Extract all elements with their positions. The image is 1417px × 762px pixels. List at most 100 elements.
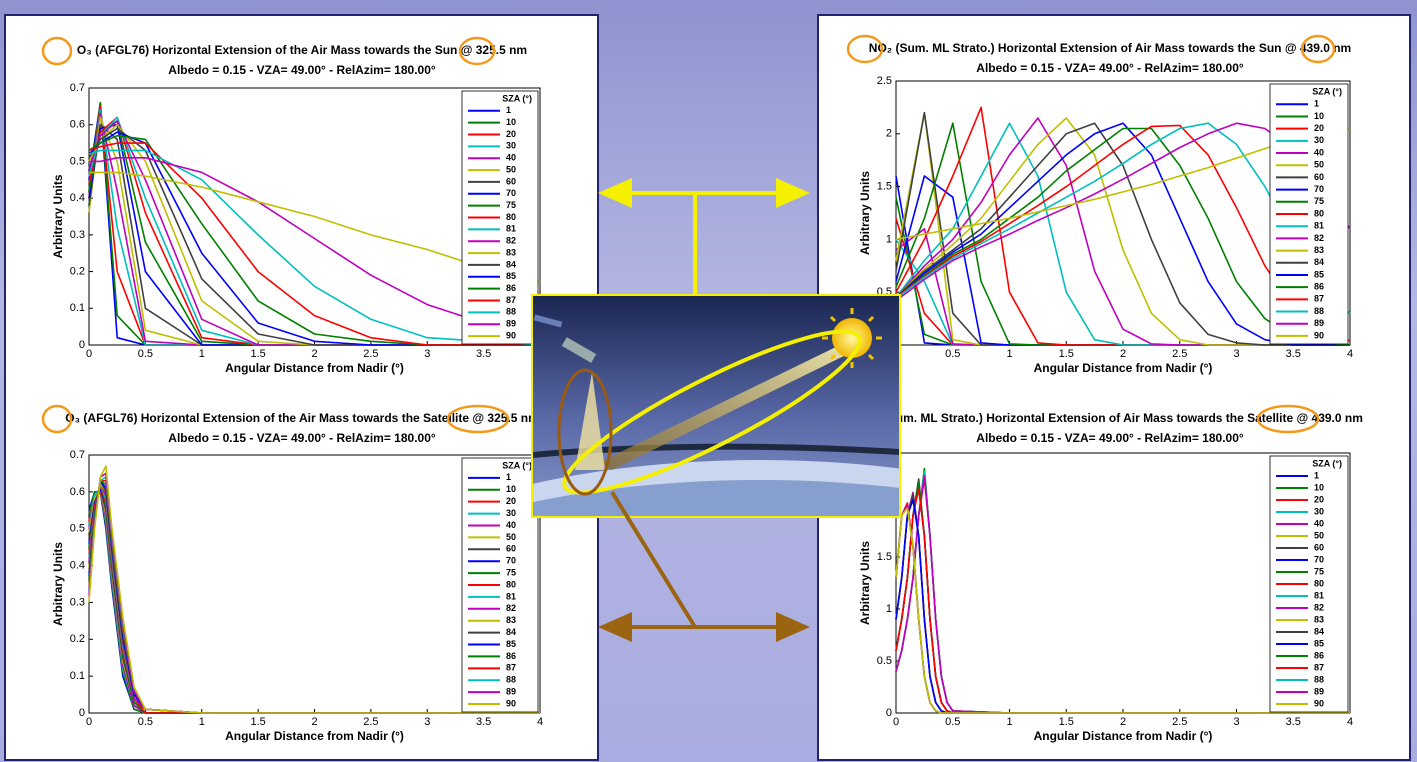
legend-label: 20 [506, 129, 516, 139]
legend-label: 70 [506, 556, 516, 566]
y-tick-label: 0.3 [70, 596, 85, 608]
legend-label: 89 [506, 319, 516, 329]
chart-subtitle: Albedo = 0.15 - VZA= 49.00° - RelAzim= 1… [976, 61, 1244, 75]
x-tick-label: 1 [199, 716, 205, 728]
x-tick-label: 2.5 [1172, 716, 1187, 728]
legend-label: 1 [506, 105, 511, 115]
y-tick-label: 0.4 [70, 192, 85, 204]
chart: 00.511.522.533.5400.511.522.5SZA (°)1102… [858, 41, 1353, 375]
x-tick-label: 0 [86, 348, 92, 360]
legend-label: 10 [1314, 111, 1324, 121]
x-tick-label: 0.5 [138, 348, 153, 360]
legend-label: 50 [506, 532, 516, 542]
y-tick-label: 0.2 [70, 633, 85, 645]
legend-label: 81 [1314, 221, 1324, 231]
y-axis-label: Arbitrary Units [51, 542, 65, 626]
legend-title: SZA (°) [502, 460, 532, 470]
x-tick-label: 0.5 [138, 716, 153, 728]
legend-label: 90 [1314, 330, 1324, 340]
legend-label: 84 [1314, 626, 1324, 636]
y-axis-label: Arbitrary Units [51, 174, 65, 258]
legend-label: 86 [506, 651, 516, 661]
legend-label: 50 [1314, 530, 1324, 540]
legend-label: 83 [506, 247, 516, 257]
legend-label: 89 [506, 687, 516, 697]
legend-label: 82 [506, 236, 516, 246]
legend-label: 40 [506, 520, 516, 530]
legend-label: 84 [506, 627, 516, 637]
y-tick-label: 0 [79, 339, 85, 351]
legend-title: SZA (°) [1312, 86, 1342, 96]
x-tick-label: 3 [424, 716, 430, 728]
x-tick-label: 3.5 [1286, 348, 1301, 360]
y-tick-label: 0.1 [70, 670, 85, 682]
x-tick-label: 0.5 [945, 348, 960, 360]
legend-label: 86 [1314, 282, 1324, 292]
y-tick-label: 1 [886, 603, 892, 615]
y-tick-label: 0.7 [70, 82, 85, 94]
x-tick-label: 4 [1347, 716, 1353, 728]
page: {"chart_data": [ {"type": "line", "title… [0, 0, 1417, 762]
y-tick-label: 0.7 [70, 449, 85, 461]
x-tick-label: 0.5 [945, 716, 960, 728]
legend-label: 75 [506, 567, 516, 577]
legend-label: 60 [506, 544, 516, 554]
x-tick-label: 1.5 [1059, 716, 1074, 728]
legend-title: SZA (°) [1312, 458, 1342, 468]
legend-label: 83 [1314, 614, 1324, 624]
chart: 00.511.522.533.5400.511.522.5SZA (°)1102… [857, 411, 1363, 743]
y-tick-label: 1.5 [877, 551, 892, 563]
legend-label: 81 [506, 224, 516, 234]
legend-label: 10 [506, 484, 516, 494]
legend-label: 84 [1314, 257, 1324, 267]
chart-title: O₃ (AFGL76) Horizontal Extension of the … [65, 411, 539, 425]
legend-label: 50 [506, 164, 516, 174]
legend-label: 89 [1314, 686, 1324, 696]
legend-label: 60 [1314, 542, 1324, 552]
legend-label: 85 [1314, 269, 1324, 279]
legend-label: 70 [506, 188, 516, 198]
legend-label: 60 [506, 176, 516, 186]
legend-label: 75 [1314, 566, 1324, 576]
x-axis-label: Angular Distance from Nadir (°) [225, 729, 404, 743]
y-axis-label: Arbitrary Units [858, 171, 872, 255]
y-tick-label: 0.5 [877, 655, 892, 667]
x-tick-label: 1 [1006, 716, 1012, 728]
x-tick-label: 2 [1120, 348, 1126, 360]
legend-label: 1 [506, 472, 511, 482]
legend-label: 82 [1314, 233, 1324, 243]
legend-label: 87 [1314, 294, 1324, 304]
legend-label: 1 [1314, 470, 1319, 480]
legend-label: 87 [1314, 662, 1324, 672]
legend-label: 89 [1314, 318, 1324, 328]
legend-label: 83 [1314, 245, 1324, 255]
legend-label: 87 [506, 295, 516, 305]
legend-label: 75 [506, 200, 516, 210]
legend-label: 85 [506, 271, 516, 281]
x-tick-label: 3.5 [476, 348, 491, 360]
legend-label: 85 [506, 639, 516, 649]
chart: 00.511.522.533.5400.10.20.30.40.50.60.7S… [51, 43, 543, 375]
y-tick-label: 2 [886, 128, 892, 140]
legend-label: 88 [506, 675, 516, 685]
legend-label: 10 [1314, 482, 1324, 492]
legend-label: 85 [1314, 638, 1324, 648]
legend-label: 80 [1314, 208, 1324, 218]
x-tick-label: 1.5 [250, 348, 265, 360]
legend-label: 70 [1314, 554, 1324, 564]
figure: 00.511.522.533.5400.10.20.30.40.50.60.7S… [0, 0, 1417, 762]
y-tick-label: 0.5 [70, 155, 85, 167]
legend-label: 30 [1314, 506, 1324, 516]
chart-subtitle: Albedo = 0.15 - VZA= 49.00° - RelAzim= 1… [168, 63, 436, 77]
legend-label: 90 [506, 330, 516, 340]
legend-label: 50 [1314, 160, 1324, 170]
x-tick-label: 3 [1233, 716, 1239, 728]
x-tick-label: 0 [86, 716, 92, 728]
x-tick-label: 2 [311, 716, 317, 728]
chart-title: NO₂ (Sum. ML Strato.) Horizontal Extensi… [869, 41, 1351, 55]
legend-label: 88 [1314, 674, 1324, 684]
y-tick-label: 0 [79, 707, 85, 719]
legend-label: 90 [1314, 698, 1324, 708]
x-tick-label: 2.5 [363, 716, 378, 728]
